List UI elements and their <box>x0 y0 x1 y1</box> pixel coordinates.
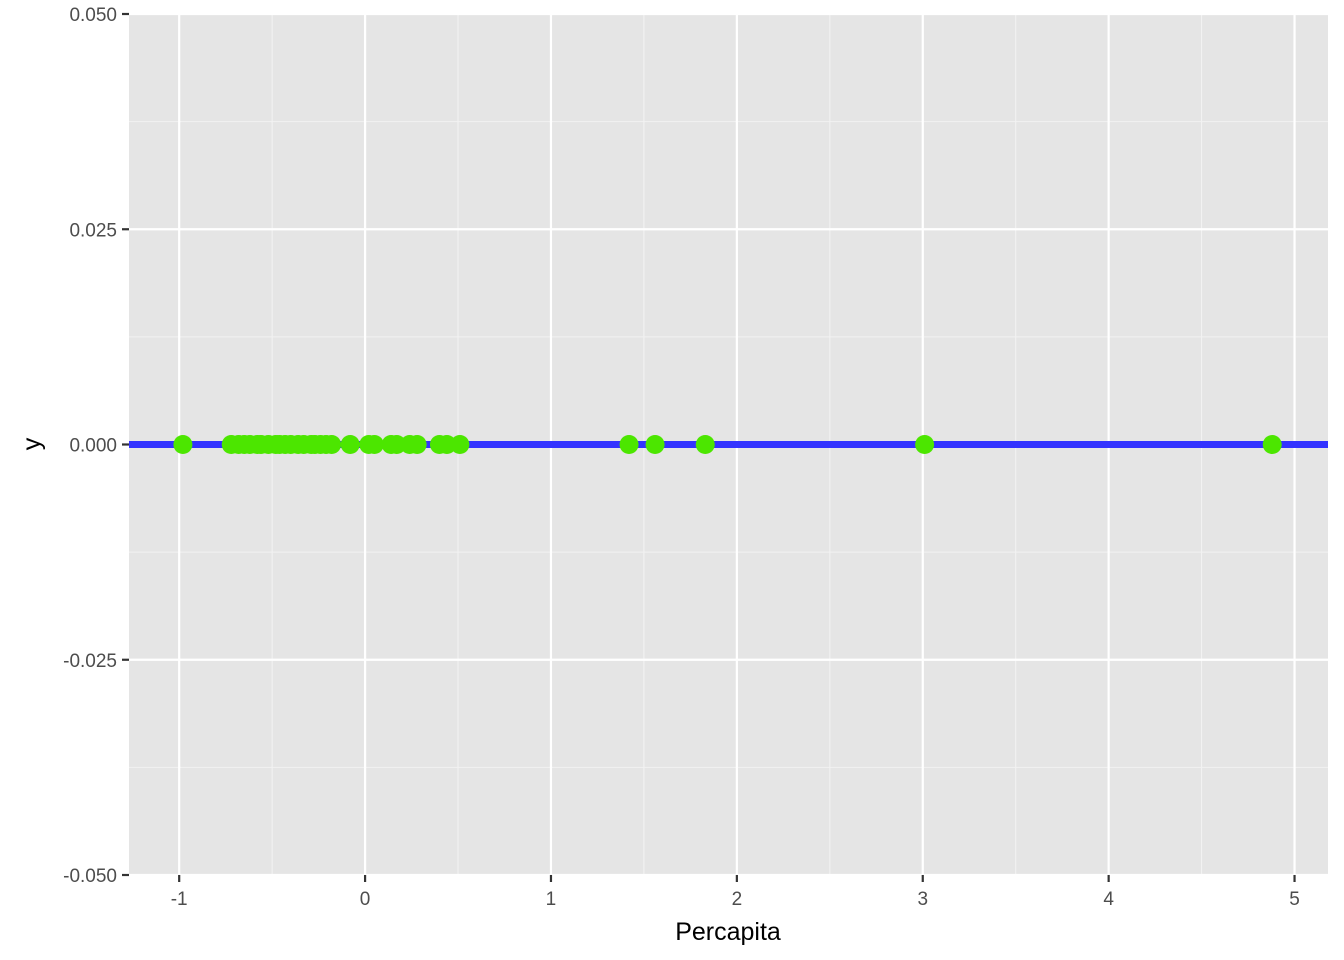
x-tick-label: 2 <box>732 889 743 910</box>
data-point <box>173 435 193 454</box>
y-tick-label: -0.025 <box>63 651 117 672</box>
data-point <box>322 435 342 454</box>
data-point <box>364 435 384 454</box>
data-point <box>695 435 715 454</box>
data-point <box>1262 435 1282 454</box>
x-tick-label: 3 <box>917 889 928 910</box>
y-tick-label: 0.025 <box>69 220 117 241</box>
y-tick-label: 0.050 <box>69 5 117 26</box>
data-point <box>619 435 639 454</box>
data-point <box>437 435 457 454</box>
x-tick-label: 4 <box>1103 889 1114 910</box>
data-point <box>645 435 665 454</box>
x-tick-label: 1 <box>546 889 557 910</box>
data-point <box>387 435 407 454</box>
y-axis: -0.050 -0.025 0.000 0.025 0.050 <box>63 5 129 887</box>
x-axis-title: Percapita <box>675 918 781 946</box>
x-tick-label: 5 <box>1289 889 1300 910</box>
data-point <box>407 435 427 454</box>
y-tick-label: -0.050 <box>63 866 117 887</box>
x-axis: -1 0 1 2 3 4 5 <box>171 875 1300 910</box>
y-tick-label: 0.000 <box>69 436 117 457</box>
x-tick-label: -1 <box>171 889 188 910</box>
data-points <box>173 435 1282 454</box>
data-point <box>915 435 935 454</box>
y-axis-title: y <box>18 437 46 450</box>
x-tick-label: 0 <box>360 889 371 910</box>
data-point <box>450 435 470 454</box>
data-point <box>340 435 360 454</box>
